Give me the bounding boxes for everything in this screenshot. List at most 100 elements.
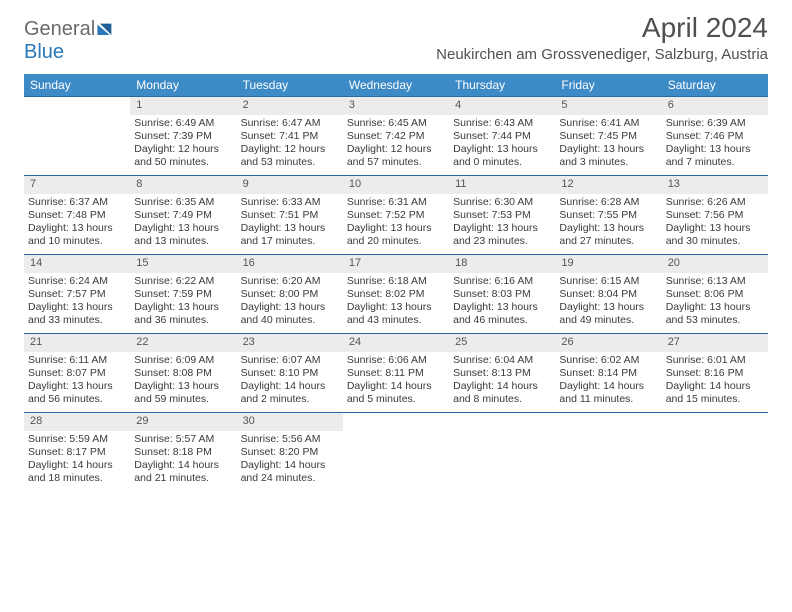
- day-cell: [343, 413, 449, 491]
- day-cell: 16Sunrise: 6:20 AMSunset: 8:00 PMDayligh…: [237, 255, 343, 333]
- day-line: Sunrise: 6:11 AM: [28, 354, 126, 367]
- day-line: Sunset: 7:53 PM: [453, 209, 551, 222]
- day-cell: 11Sunrise: 6:30 AMSunset: 7:53 PMDayligh…: [449, 176, 555, 254]
- day-cell: 20Sunrise: 6:13 AMSunset: 8:06 PMDayligh…: [662, 255, 768, 333]
- day-number: 24: [343, 334, 449, 352]
- day-line: Sunset: 8:02 PM: [347, 288, 445, 301]
- day-body: Sunrise: 6:16 AMSunset: 8:03 PMDaylight:…: [449, 275, 555, 328]
- day-cell: 6 Sunrise: 6:39 AMSunset: 7:46 PMDaylight…: [662, 97, 768, 175]
- day-line: Daylight: 13 hours and 30 minutes.: [666, 222, 764, 248]
- day-number: 30: [237, 413, 343, 431]
- day-line: Sunrise: 6:13 AM: [666, 275, 764, 288]
- day-line: Sunset: 7:45 PM: [559, 130, 657, 143]
- day-line: Sunrise: 6:47 AM: [241, 117, 339, 130]
- day-cell: [449, 413, 555, 491]
- day-cell: 2Sunrise: 6:47 AMSunset: 7:41 PMDaylight…: [237, 97, 343, 175]
- week-row: 1 Sunrise: 6:49 AMSunset: 7:39 PMDaylight…: [24, 96, 768, 175]
- day-line: Sunrise: 5:59 AM: [28, 433, 126, 446]
- day-line: Sunrise: 6:37 AM: [28, 196, 126, 209]
- day-line: Sunrise: 6:43 AM: [453, 117, 551, 130]
- day-number: 29: [130, 413, 236, 431]
- day-line: Daylight: 14 hours and 24 minutes.: [241, 459, 339, 485]
- day-body: Sunrise: 6:43 AMSunset: 7:44 PMDaylight:…: [449, 117, 555, 170]
- day-line: Daylight: 13 hours and 43 minutes.: [347, 301, 445, 327]
- day-line: Sunrise: 6:02 AM: [559, 354, 657, 367]
- day-number: 19: [555, 255, 661, 273]
- day-number: 12: [555, 176, 661, 194]
- day-line: Sunrise: 6:24 AM: [28, 275, 126, 288]
- day-number: 3: [343, 97, 449, 115]
- day-cell: [662, 413, 768, 491]
- day-line: Sunrise: 5:57 AM: [134, 433, 232, 446]
- week-row: 7Sunrise: 6:37 AMSunset: 7:48 PMDaylight…: [24, 175, 768, 254]
- day-cell: 4Sunrise: 6:43 AMSunset: 7:44 PMDaylight…: [449, 97, 555, 175]
- day-line: Sunset: 7:52 PM: [347, 209, 445, 222]
- day-number: 28: [24, 413, 130, 431]
- day-number: 27: [662, 334, 768, 352]
- day-line: Daylight: 13 hours and 36 minutes.: [134, 301, 232, 327]
- day-line: Sunrise: 6:22 AM: [134, 275, 232, 288]
- day-body: Sunrise: 6:26 AMSunset: 7:56 PMDaylight:…: [662, 196, 768, 249]
- day-number: 1: [130, 97, 236, 115]
- day-line: Daylight: 13 hours and 27 minutes.: [559, 222, 657, 248]
- day-body: Sunrise: 6:39 AMSunset: 7:46 PMDaylight:…: [662, 117, 768, 170]
- day-line: Daylight: 13 hours and 49 minutes.: [559, 301, 657, 327]
- day-line: Sunset: 7:49 PM: [134, 209, 232, 222]
- day-body: Sunrise: 6:15 AMSunset: 8:04 PMDaylight:…: [555, 275, 661, 328]
- week-row: 14Sunrise: 6:24 AMSunset: 7:57 PMDayligh…: [24, 254, 768, 333]
- day-cell: 19 Sunrise: 6:15 AMSunset: 8:04 PMDayligh…: [555, 255, 661, 333]
- day-line: Sunrise: 6:49 AM: [134, 117, 232, 130]
- day-body: Sunrise: 6:20 AMSunset: 8:00 PMDaylight:…: [237, 275, 343, 328]
- day-body: Sunrise: 6:09 AMSunset: 8:08 PMDaylight:…: [130, 354, 236, 407]
- day-number: 23: [237, 334, 343, 352]
- day-cell: 13Sunrise: 6:26 AMSunset: 7:56 PMDayligh…: [662, 176, 768, 254]
- day-body: Sunrise: 6:22 AMSunset: 7:59 PMDaylight:…: [130, 275, 236, 328]
- day-cell: 14Sunrise: 6:24 AMSunset: 7:57 PMDayligh…: [24, 255, 130, 333]
- day-line: Sunset: 8:07 PM: [28, 367, 126, 380]
- day-line: Daylight: 14 hours and 15 minutes.: [666, 380, 764, 406]
- day-line: Sunset: 7:56 PM: [666, 209, 764, 222]
- day-line: Sunset: 7:51 PM: [241, 209, 339, 222]
- day-body: Sunrise: 6:33 AMSunset: 7:51 PMDaylight:…: [237, 196, 343, 249]
- day-line: Sunrise: 6:31 AM: [347, 196, 445, 209]
- day-line: Sunset: 7:55 PM: [559, 209, 657, 222]
- day-body: Sunrise: 6:31 AMSunset: 7:52 PMDaylight:…: [343, 196, 449, 249]
- day-cell: 27Sunrise: 6:01 AMSunset: 8:16 PMDayligh…: [662, 334, 768, 412]
- day-line: Sunset: 7:48 PM: [28, 209, 126, 222]
- day-line: Daylight: 13 hours and 33 minutes.: [28, 301, 126, 327]
- day-line: Daylight: 12 hours and 50 minutes.: [134, 143, 232, 169]
- day-line: Sunrise: 6:20 AM: [241, 275, 339, 288]
- day-line: Daylight: 13 hours and 0 minutes.: [453, 143, 551, 169]
- day-line: Sunset: 8:13 PM: [453, 367, 551, 380]
- day-cell: 5Sunrise: 6:41 AMSunset: 7:45 PMDaylight…: [555, 97, 661, 175]
- day-line: Sunset: 7:44 PM: [453, 130, 551, 143]
- day-line: Daylight: 12 hours and 57 minutes.: [347, 143, 445, 169]
- day-line: Sunset: 8:17 PM: [28, 446, 126, 459]
- day-number: 6: [662, 97, 768, 115]
- day-cell: 3Sunrise: 6:45 AMSunset: 7:42 PMDaylight…: [343, 97, 449, 175]
- day-body: Sunrise: 6:30 AMSunset: 7:53 PMDaylight:…: [449, 196, 555, 249]
- day-line: Daylight: 13 hours and 7 minutes.: [666, 143, 764, 169]
- day-number: 15: [130, 255, 236, 273]
- weekday-header-row: Sunday Monday Tuesday Wednesday Thursday…: [24, 74, 768, 96]
- day-line: Sunrise: 6:01 AM: [666, 354, 764, 367]
- day-cell: 9Sunrise: 6:33 AMSunset: 7:51 PMDaylight…: [237, 176, 343, 254]
- day-cell: 10Sunrise: 6:31 AMSunset: 7:52 PMDayligh…: [343, 176, 449, 254]
- day-body: Sunrise: 6:28 AMSunset: 7:55 PMDaylight:…: [555, 196, 661, 249]
- day-cell: 30Sunrise: 5:56 AMSunset: 8:20 PMDayligh…: [237, 413, 343, 491]
- day-line: Sunset: 7:46 PM: [666, 130, 764, 143]
- day-number: 20: [662, 255, 768, 273]
- day-line: Sunset: 7:57 PM: [28, 288, 126, 301]
- day-cell: [24, 97, 130, 175]
- day-cell: 18Sunrise: 6:16 AMSunset: 8:03 PMDayligh…: [449, 255, 555, 333]
- day-body: Sunrise: 6:49 AMSunset: 7:39 PMDaylight:…: [130, 117, 236, 170]
- day-body: Sunrise: 6:47 AMSunset: 7:41 PMDaylight:…: [237, 117, 343, 170]
- day-cell: 25Sunrise: 6:04 AMSunset: 8:13 PMDayligh…: [449, 334, 555, 412]
- day-body: Sunrise: 6:02 AMSunset: 8:14 PMDaylight:…: [555, 354, 661, 407]
- weekday-thursday: Thursday: [449, 74, 555, 96]
- logo: GeneralBlue: [24, 12, 117, 64]
- day-line: Sunset: 8:20 PM: [241, 446, 339, 459]
- day-line: Daylight: 13 hours and 3 minutes.: [559, 143, 657, 169]
- day-line: Daylight: 14 hours and 11 minutes.: [559, 380, 657, 406]
- day-line: Daylight: 14 hours and 2 minutes.: [241, 380, 339, 406]
